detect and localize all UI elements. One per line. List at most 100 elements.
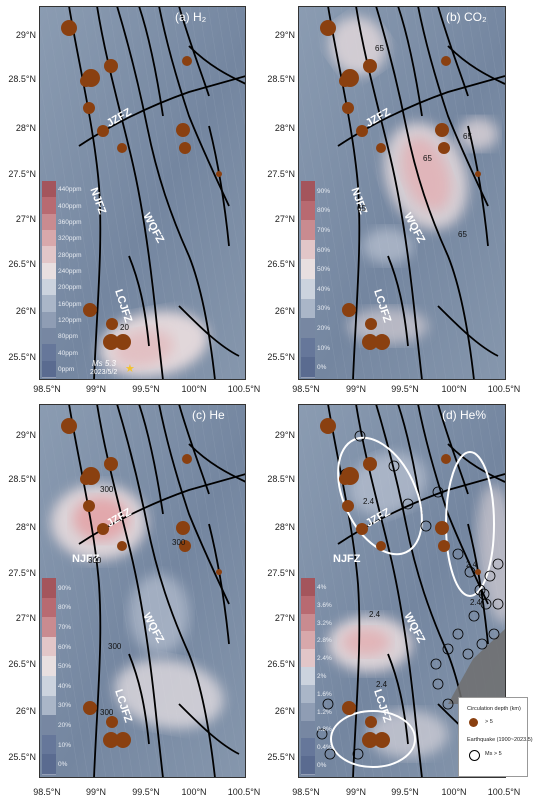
legend-label: 70% (58, 624, 72, 631)
circulation-depth-dot (376, 541, 386, 551)
circulation-depth-dot (374, 732, 390, 748)
terrain-texture (493, 404, 506, 481)
y-tick-a-1: 28.5°N (8, 74, 36, 84)
y-tick-d-1: 28.5°N (267, 474, 295, 484)
y-tick-b-1: 28.5°N (267, 74, 295, 84)
legend-swatch (42, 715, 56, 736)
shaded-relief (448, 629, 505, 704)
terrain-texture (171, 6, 233, 380)
circulation-depth-dot (216, 171, 222, 177)
legend-label: 0ppm (58, 365, 75, 373)
legend-label: 160ppm (58, 300, 82, 308)
y-tick-c-0: 29°N (15, 430, 36, 440)
y-tick-d-2: 28°N (274, 522, 295, 532)
legend-swatch (301, 720, 315, 740)
circulation-depth-dot (106, 318, 118, 330)
earthquake-circle (324, 748, 336, 760)
fault-line (437, 305, 499, 357)
fault-line (128, 653, 150, 745)
circulation-depth-dot (182, 454, 192, 464)
earthquake-circle (484, 570, 496, 582)
legend-bar-d (301, 578, 315, 775)
circulation-depth-dot (61, 20, 77, 36)
legend-swatch (301, 279, 315, 300)
fault-line (337, 75, 506, 147)
contour-label-c-2: 300 (172, 538, 186, 547)
contour-label-a-0: 20 (120, 323, 129, 332)
circulation-depth-dot (104, 59, 118, 73)
terrain-texture (63, 404, 125, 778)
circulation-depth-dot (356, 125, 368, 137)
anomaly-area (129, 574, 189, 654)
fault-line (208, 523, 230, 645)
legend-label: 400ppm (58, 202, 82, 210)
legend-label: 360ppm (58, 218, 82, 226)
fault-line (375, 6, 475, 380)
circulation-depth-dot (106, 716, 118, 728)
x-tick-b-4: 100.5°N (487, 384, 521, 394)
x-tick-a-2: 99.5°N (132, 384, 160, 394)
legend-bar-a (42, 181, 56, 378)
fault-line (467, 523, 489, 645)
earthquake-circle (322, 698, 334, 710)
legend-swatch (301, 220, 315, 241)
earthquake-circle (442, 698, 454, 710)
legend-swatch (301, 756, 315, 775)
fault-line (188, 45, 246, 85)
legend-swatch (301, 631, 315, 651)
circulation-depth-dot (362, 732, 378, 748)
y-tick-d-0: 29°N (274, 430, 295, 440)
circulation-depth-dot (365, 716, 377, 728)
contour-label-b-2: 65 (357, 204, 366, 213)
circulation-depth-dot (438, 540, 450, 552)
fault-line (188, 443, 246, 483)
legend-swatch (301, 738, 315, 758)
terrain-texture (225, 404, 246, 531)
circulation-depth-dot (475, 171, 481, 177)
terrain-texture (298, 470, 348, 778)
earthquake-circle (478, 588, 490, 600)
anomaly-area (363, 228, 413, 264)
terrain-texture (180, 404, 242, 778)
terrain-texture (153, 6, 215, 380)
x-tick-c-0: 98.5°N (33, 787, 61, 797)
fault-line (417, 6, 489, 207)
highlight-ellipse (330, 710, 416, 768)
terrain-texture (45, 6, 107, 380)
fault-line (387, 255, 409, 347)
legend-swatch (42, 311, 56, 329)
legend-swatch (42, 360, 56, 378)
legend-key-box: Circulation depth (km) > 5 Earthquake (1… (458, 697, 533, 777)
legend-label: 440ppm (58, 186, 82, 194)
legend-swatch (301, 337, 315, 359)
circulation-depth-dot (441, 56, 451, 66)
fault-line (158, 404, 230, 605)
terrain-texture (39, 470, 89, 778)
circulation-depth-dot (342, 303, 356, 317)
legend-eq-circle-icon (469, 750, 480, 761)
circulation-depth-dot (104, 457, 118, 471)
contour-label-c-0: 300 (100, 485, 114, 494)
anomaly-area (342, 628, 390, 656)
y-tick-d-3: 27.5°N (267, 568, 295, 578)
x-tick-c-4: 100.5°N (227, 787, 261, 797)
fault-line (447, 45, 506, 85)
earthquake-circle (492, 598, 504, 610)
x-tick-a-1: 99°N (85, 384, 107, 394)
legend-label: 20% (317, 325, 331, 332)
anomaly-area (477, 484, 506, 624)
x-tick-b-1: 99°N (345, 384, 367, 394)
legend-swatch (42, 734, 56, 756)
y-tick-c-4: 27°N (15, 613, 36, 623)
legend-label: 4% (317, 583, 327, 591)
contour-label-b-1: 65 (423, 154, 432, 163)
contour-label-c-3: 300 (108, 642, 122, 651)
circulation-depth-dot (339, 75, 351, 87)
fault-line (178, 305, 240, 357)
contour-label-d-4: 2.4 (470, 598, 482, 607)
legend-label: 40% (58, 682, 72, 690)
circulation-depth-dot (362, 334, 378, 350)
circulation-depth-dot (475, 569, 481, 575)
earthquake-circle (352, 748, 364, 760)
legend-swatch (301, 702, 315, 722)
